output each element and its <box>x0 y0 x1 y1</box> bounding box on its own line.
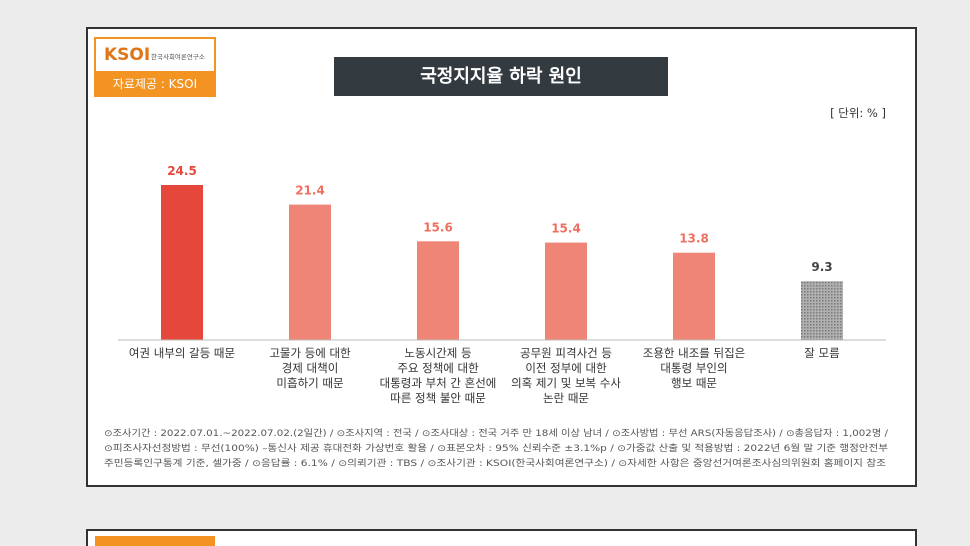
bar <box>545 242 587 340</box>
panel-next <box>86 529 917 546</box>
logo-source: 자료제공 : KSOI <box>113 77 197 91</box>
footnote: ⊙조사기간 : 2022.07.01.~2022.07.02.(2일간) / ⊙… <box>104 427 889 439</box>
unit: [ 단위: % ] <box>830 106 886 120</box>
value-label: 15.4 <box>551 222 581 236</box>
value-label: 13.8 <box>679 232 709 246</box>
category-label: 조용한 내조를 뒤집은 대통령 부인의 행보 때문 <box>642 346 746 390</box>
value-label: 9.3 <box>811 260 832 274</box>
title-box <box>334 57 668 96</box>
value-label: 24.5 <box>167 164 197 178</box>
category-label: 고물가 등에 대한 경제 대책이 미흡하기 때문 <box>269 346 351 390</box>
value-label: 21.4 <box>295 184 325 198</box>
panel <box>86 27 917 487</box>
bar <box>289 204 331 340</box>
logo-next <box>95 536 215 546</box>
category-label: 여권 내부의 갈등 때문 <box>128 346 236 360</box>
category-label: 공무원 피격사건 등 이전 정부에 대한 의혹 제기 및 보복 수사 논란 때문 <box>511 346 621 405</box>
value-label: 15.6 <box>423 220 453 234</box>
footnote: ⊙피조사자선정방법 : 무선(100%) –통신사 제공 휴대전화 가상번호 활… <box>104 442 888 454</box>
bar <box>801 281 843 340</box>
logo-name: KSOI <box>104 45 150 65</box>
bar <box>417 241 459 340</box>
logo-org: 한국사회여론연구소 <box>151 52 205 61</box>
bar <box>161 185 203 340</box>
bar <box>673 252 715 340</box>
category-label: 노동시간제 등 주요 정책에 대한 대통령과 부처 간 혼선에 따른 정책 불안… <box>379 346 497 405</box>
category-label: 잘 모름 <box>804 346 840 360</box>
logo-band <box>95 71 215 96</box>
footnote: 주민등록인구통계 기준, 셀가중 / ⊙응답률 : 6.1% / ⊙의뢰기관 :… <box>104 457 886 469</box>
chart-title: 국정지지율 하락 원인 <box>420 66 582 87</box>
